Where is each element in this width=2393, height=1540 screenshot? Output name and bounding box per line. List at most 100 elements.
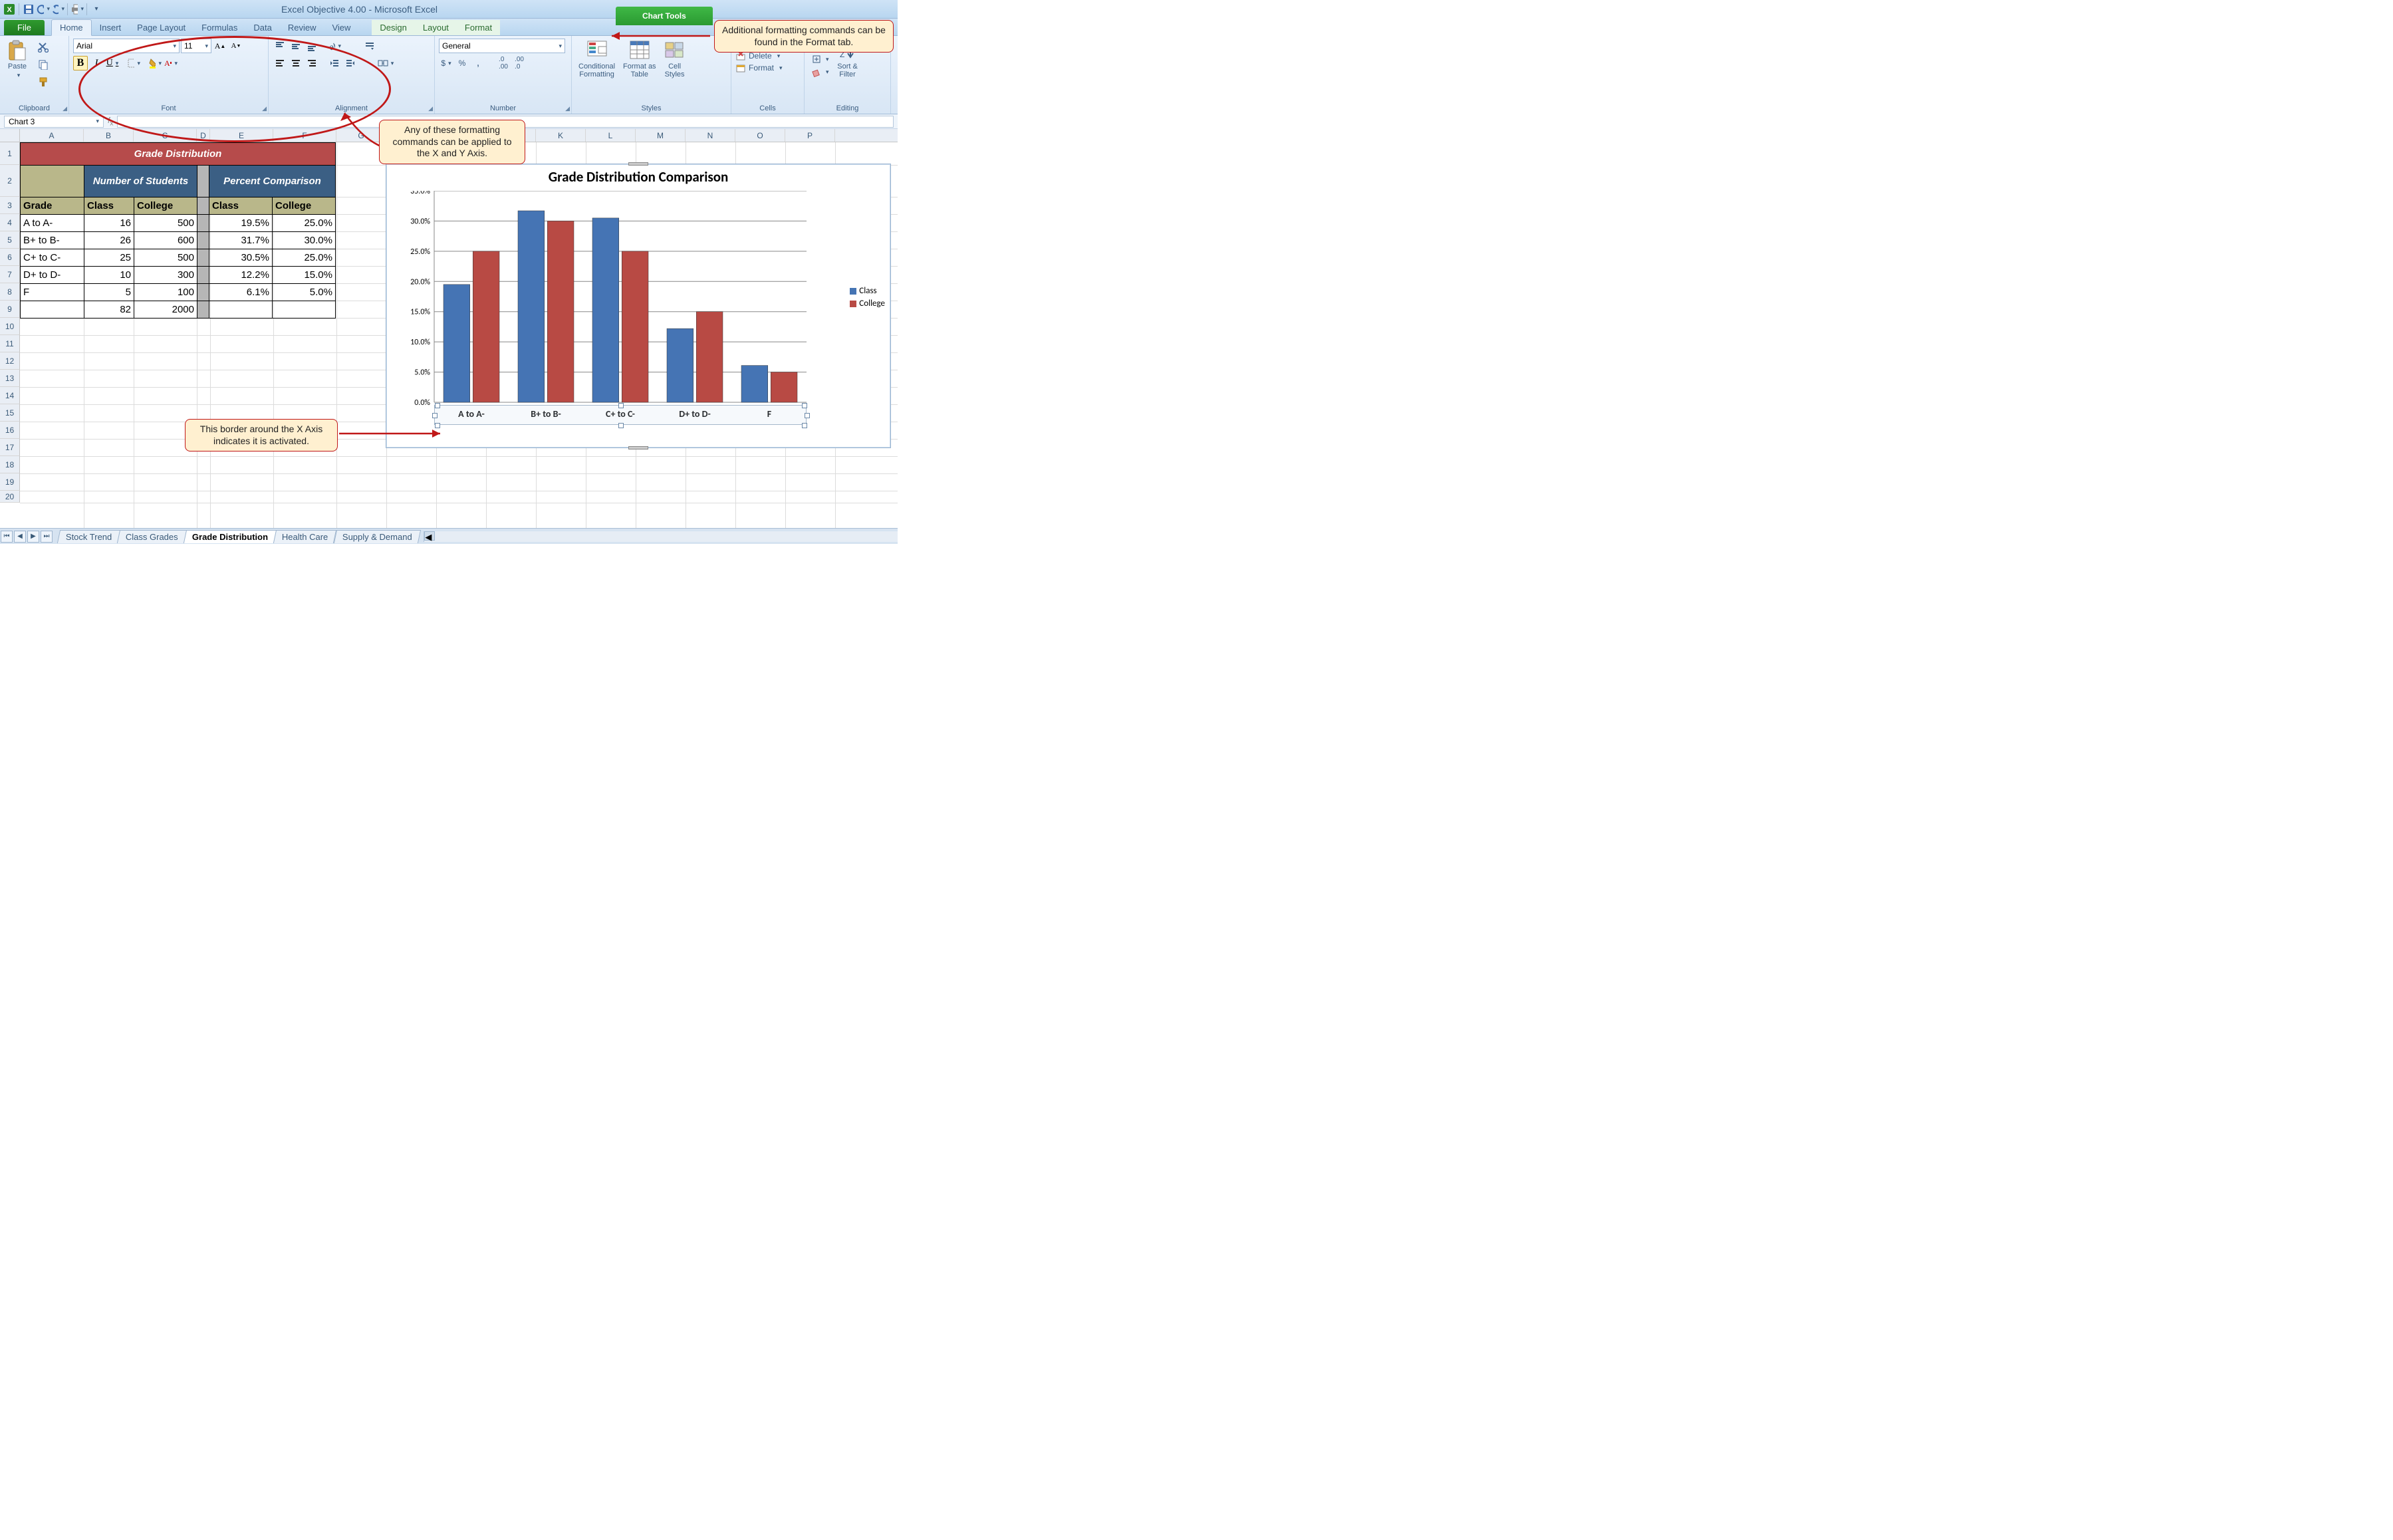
tab-formulas[interactable]: Formulas — [193, 20, 245, 35]
column-header[interactable]: K — [536, 129, 586, 142]
chart-legend[interactable]: ClassCollege — [850, 283, 885, 311]
chart-title[interactable]: Grade Distribution Comparison — [386, 164, 890, 190]
row-header[interactable]: 2 — [0, 165, 20, 197]
conditional-formatting-button[interactable]: Conditional Formatting — [576, 39, 618, 80]
column-header[interactable]: A — [20, 129, 84, 142]
row-header[interactable]: 16 — [0, 422, 20, 439]
row-header[interactable]: 6 — [0, 249, 20, 266]
fill-icon[interactable]: ▾ — [811, 54, 829, 64]
column-header[interactable]: L — [586, 129, 636, 142]
sheet-tab[interactable]: Health Care — [273, 530, 337, 543]
column-header[interactable]: O — [735, 129, 785, 142]
fill-color-button[interactable]: ▾ — [148, 56, 162, 70]
row-header[interactable]: 1 — [0, 142, 20, 165]
column-header[interactable]: C — [134, 129, 197, 142]
clear-icon[interactable]: ▾ — [811, 66, 829, 77]
decrease-decimal-icon[interactable]: .00.0 — [512, 56, 527, 70]
tab-layout[interactable]: Layout — [415, 20, 457, 35]
x-axis-selection-box[interactable] — [434, 405, 807, 425]
scroll-left-icon[interactable]: ◀ — [424, 531, 435, 541]
row-header[interactable]: 19 — [0, 473, 20, 491]
font-size-select[interactable]: 11▾ — [181, 39, 211, 53]
row-header[interactable]: 3 — [0, 197, 20, 214]
copy-icon[interactable] — [36, 57, 51, 72]
qat-customize-icon[interactable]: ▾ — [90, 3, 103, 16]
row-header[interactable]: 9 — [0, 301, 20, 318]
row-header[interactable]: 4 — [0, 214, 20, 231]
worksheet-grid[interactable]: ABCDEFGHIJKLMNOP 12345678910111213141516… — [0, 129, 898, 544]
undo-icon[interactable]: ▾ — [37, 3, 50, 16]
tab-review[interactable]: Review — [280, 20, 324, 35]
row-header[interactable]: 5 — [0, 231, 20, 249]
chart-plot-area[interactable]: 0.0%5.0%10.0%15.0%20.0%25.0%30.0%35.0%A … — [401, 191, 813, 436]
name-box[interactable]: Chart 3▾ — [4, 116, 104, 128]
cell-styles-button[interactable]: Cell Styles — [662, 39, 688, 80]
format-painter-icon[interactable] — [36, 74, 51, 89]
increase-font-icon[interactable]: A▲ — [213, 39, 227, 53]
tab-nav-last-icon[interactable]: ⏭ — [41, 531, 53, 543]
paste-button[interactable]: Paste ▾ — [4, 39, 31, 80]
excel-icon[interactable]: X — [3, 3, 16, 16]
format-as-table-button[interactable]: Format as Table — [620, 39, 659, 80]
clipboard-launcher-icon[interactable]: ◢ — [63, 105, 67, 112]
decrease-indent-icon[interactable] — [327, 56, 342, 70]
sheet-tab[interactable]: Stock Trend — [57, 530, 121, 543]
row-header[interactable]: 17 — [0, 439, 20, 456]
increase-indent-icon[interactable] — [343, 56, 358, 70]
wrap-text-icon[interactable] — [356, 39, 383, 53]
underline-button[interactable]: U▾ — [105, 56, 120, 70]
tab-page-layout[interactable]: Page Layout — [129, 20, 193, 35]
tab-file[interactable]: File — [4, 20, 45, 35]
align-top-icon[interactable] — [273, 39, 287, 53]
tab-nav-first-icon[interactable]: ⏮ — [1, 531, 13, 543]
row-header[interactable]: 11 — [0, 335, 20, 352]
tab-home[interactable]: Home — [51, 19, 92, 36]
row-header[interactable]: 18 — [0, 456, 20, 473]
font-family-select[interactable]: Arial▾ — [73, 39, 180, 53]
comma-icon[interactable]: , — [471, 56, 485, 70]
column-header[interactable]: B — [84, 129, 134, 142]
save-icon[interactable] — [22, 3, 35, 16]
sheet-tab[interactable]: Supply & Demand — [333, 530, 420, 543]
print-preview-icon[interactable]: ▾ — [70, 3, 84, 16]
tab-nav-next-icon[interactable]: ▶ — [27, 531, 39, 543]
alignment-launcher-icon[interactable]: ◢ — [428, 105, 433, 112]
row-header[interactable]: 15 — [0, 404, 20, 422]
sheet-tab[interactable]: Class Grades — [117, 530, 187, 543]
tab-view[interactable]: View — [324, 20, 358, 35]
font-launcher-icon[interactable]: ◢ — [262, 105, 267, 112]
number-launcher-icon[interactable]: ◢ — [565, 105, 570, 112]
align-left-icon[interactable] — [273, 56, 287, 70]
font-color-button[interactable]: A▾ — [164, 56, 178, 70]
column-header[interactable]: P — [785, 129, 835, 142]
chart-handle-bottom[interactable] — [628, 446, 648, 449]
align-right-icon[interactable] — [305, 56, 319, 70]
tab-design[interactable]: Design — [372, 20, 414, 35]
tab-insert[interactable]: Insert — [92, 20, 130, 35]
horizontal-scrollbar[interactable]: ◀ — [424, 531, 898, 542]
row-header[interactable]: 7 — [0, 266, 20, 283]
align-bottom-icon[interactable] — [305, 39, 319, 53]
decrease-font-icon[interactable]: A▼ — [229, 39, 243, 53]
bold-button[interactable]: B — [73, 56, 88, 70]
row-header[interactable]: 12 — [0, 352, 20, 370]
borders-button[interactable]: ▾ — [126, 56, 141, 70]
cut-icon[interactable] — [36, 40, 51, 55]
chart-handle-top[interactable] — [628, 162, 648, 166]
sheet-tab[interactable]: Grade Distribution — [184, 530, 277, 543]
row-header[interactable]: 14 — [0, 387, 20, 404]
row-header[interactable]: 20 — [0, 491, 20, 503]
increase-decimal-icon[interactable]: .0.00 — [496, 56, 511, 70]
orientation-icon[interactable]: ab▾ — [327, 39, 342, 53]
currency-icon[interactable]: $▾ — [439, 56, 453, 70]
percent-icon[interactable]: % — [455, 56, 469, 70]
row-header[interactable]: 13 — [0, 370, 20, 387]
align-middle-icon[interactable] — [289, 39, 303, 53]
fx-icon[interactable]: fx — [108, 116, 113, 127]
row-header[interactable]: 10 — [0, 318, 20, 335]
tab-nav-prev-icon[interactable]: ◀ — [14, 531, 26, 543]
tab-format[interactable]: Format — [457, 20, 500, 35]
number-format-select[interactable]: General▾ — [439, 39, 565, 53]
column-header[interactable]: D — [197, 129, 210, 142]
column-header[interactable]: F — [273, 129, 336, 142]
